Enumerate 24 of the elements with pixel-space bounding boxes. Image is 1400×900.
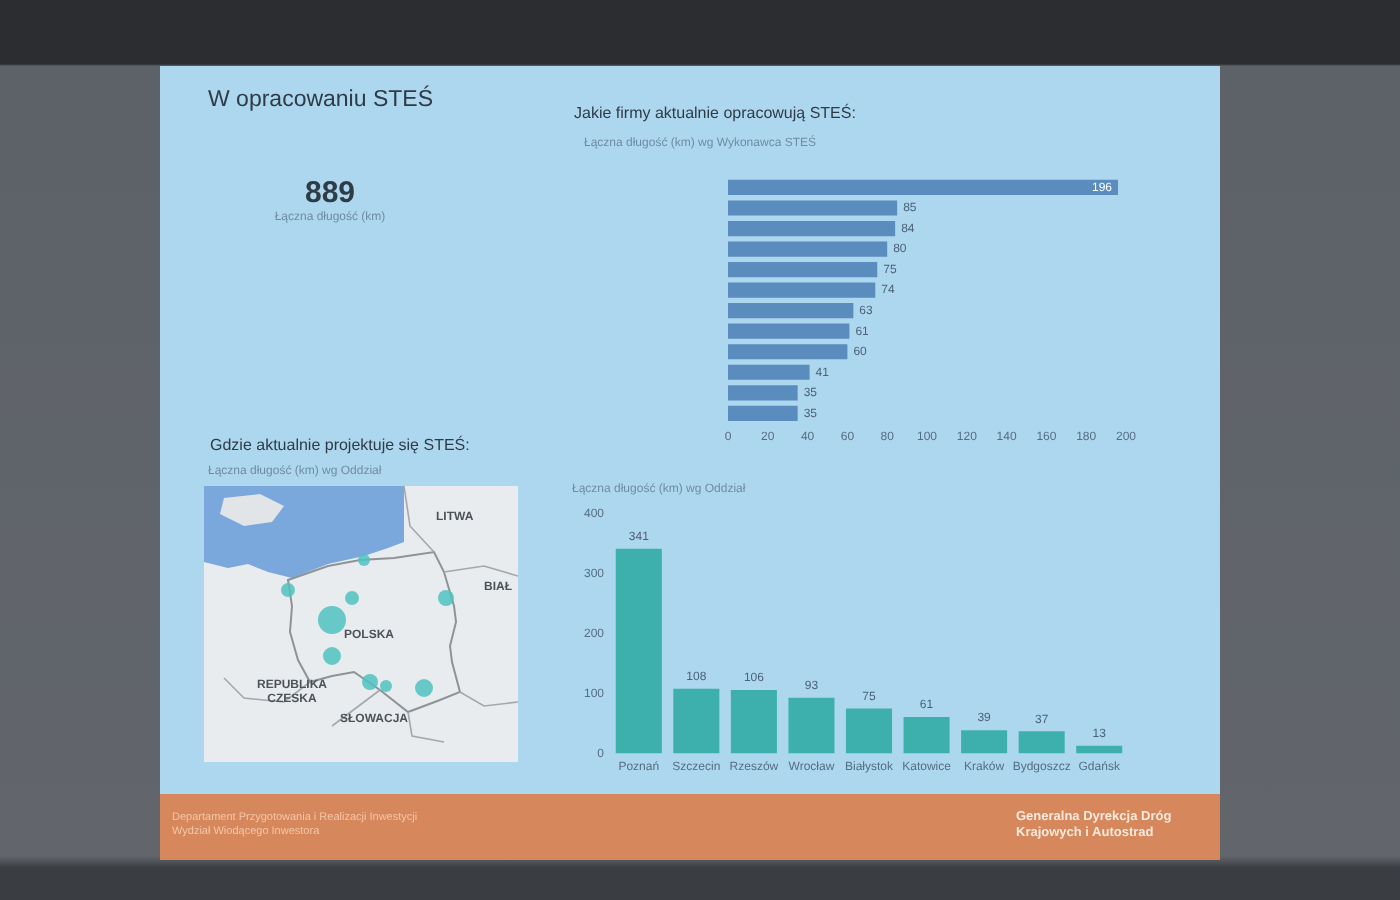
bar: [728, 262, 878, 278]
bar: [615, 548, 662, 754]
bar: [728, 344, 848, 360]
bar: [903, 716, 950, 754]
bar: [728, 220, 896, 237]
bar: [728, 282, 876, 298]
bar: [1018, 731, 1065, 754]
bar: [728, 200, 898, 216]
bar: [728, 241, 888, 257]
data-label: 889: [302, 176, 358, 210]
bar: [788, 697, 835, 754]
bar: [728, 303, 854, 319]
chart-title: Jakie firmy aktualnie opracowują STEŚ:: [574, 104, 856, 122]
text: W opracowaniu STEŚ: [208, 88, 433, 112]
bar: [728, 405, 798, 421]
bar: [728, 179, 1119, 196]
text: Gdzie aktualnie projektuje się STEŚ:: [210, 436, 470, 454]
bar: [728, 385, 798, 401]
bar: [673, 688, 720, 754]
bar: [728, 323, 850, 339]
bar: [730, 689, 777, 754]
bar: [961, 730, 1008, 754]
bar: [845, 708, 893, 754]
bar: [728, 364, 810, 380]
